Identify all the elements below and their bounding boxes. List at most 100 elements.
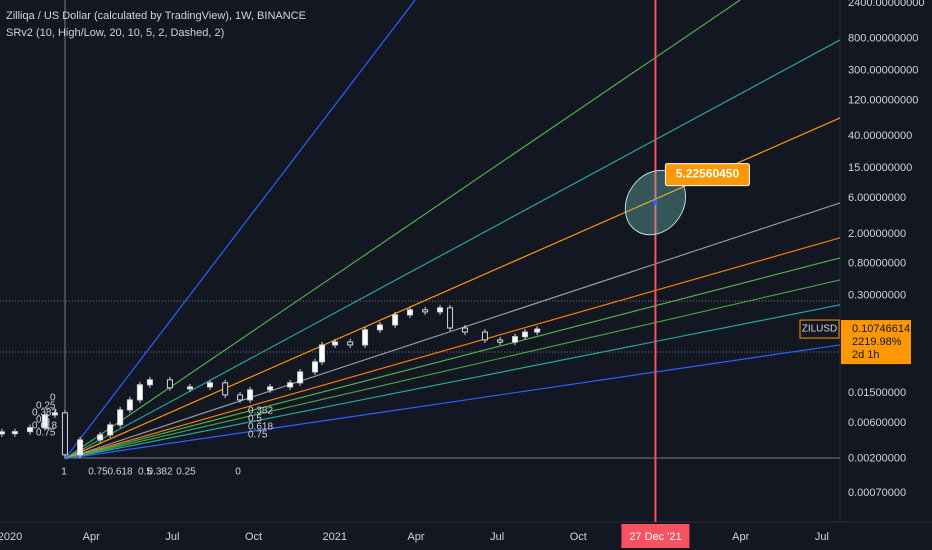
- candle-body: [522, 331, 528, 338]
- candle-body: [267, 386, 274, 391]
- candle-body: [41, 414, 48, 429]
- x-tick-label: Jul: [815, 531, 829, 543]
- fib-label: 0: [235, 467, 241, 478]
- candle-body: [347, 341, 354, 346]
- price-label: 0.10746614: [852, 323, 910, 335]
- candle-body: [461, 327, 468, 333]
- fan-ray: [64, 344, 841, 460]
- candle-body: [107, 424, 114, 436]
- candle-body: [319, 344, 326, 363]
- fib-label: 0.75: [36, 428, 56, 439]
- x-tick-label: Oct: [245, 531, 262, 543]
- candle-body: [0, 431, 5, 435]
- fib-label: 0.5: [138, 467, 152, 478]
- fib-label: 0.382: [32, 408, 57, 419]
- y-tick-label: 2.00000000: [848, 228, 906, 240]
- y-tick-label: 0.00200000: [848, 453, 906, 465]
- candle-body: [166, 379, 173, 389]
- fib-label: 0: [50, 393, 56, 404]
- target-box: [664, 163, 750, 187]
- candle-body: [61, 412, 68, 456]
- y-tick-label: 120.00000000: [848, 94, 918, 106]
- y-tick-label: 40.00000000: [848, 130, 912, 142]
- candle-body: [126, 399, 133, 411]
- fib-label: 0.25: [176, 467, 196, 478]
- fib-label: 0.75: [88, 467, 108, 478]
- candle-body: [406, 309, 413, 316]
- fan-ray: [64, 279, 841, 460]
- fan-ray: [64, 304, 841, 460]
- candle-body: [534, 328, 541, 333]
- change-label: 2219.98%: [852, 336, 902, 348]
- symbol-box: [799, 319, 840, 339]
- candle-body: [27, 427, 34, 433]
- candle-body: [186, 386, 193, 390]
- candle-body: [51, 412, 58, 416]
- x-tick-label: Jul: [165, 531, 179, 543]
- fan-ray: [64, 202, 841, 460]
- candle-body: [312, 361, 318, 373]
- x-tick-label: Apr: [732, 531, 749, 543]
- candle-body: [146, 379, 153, 386]
- candle-body: [11, 431, 18, 435]
- y-tick-label: 0.80000000: [848, 258, 906, 270]
- x-tick-label: Oct: [570, 531, 587, 543]
- fib-label: 0.618: [248, 422, 273, 433]
- fib-label: 0.5: [248, 414, 262, 425]
- candle-body: [222, 382, 229, 396]
- y-tick-label: 0.01500000: [848, 387, 906, 399]
- fan-ray: [64, 0, 741, 460]
- x-tick-label: Apr: [83, 531, 100, 543]
- y-tick-label: 0.00070000: [848, 487, 906, 499]
- y-tick-label: 800.00000000: [848, 33, 918, 45]
- countdown-label: 2d 1h: [852, 349, 880, 361]
- y-tick-label: 0.30000000: [848, 290, 906, 302]
- candle-body: [117, 409, 124, 426]
- candle-body: [332, 341, 339, 346]
- y-tick-label: 2400.00000000: [848, 0, 924, 9]
- fib-label: 0.5: [36, 415, 50, 426]
- y-tick-label: 0.00600000: [848, 417, 906, 429]
- target-label: 5.22560450: [676, 167, 740, 181]
- symbol-label: ZILUSD: [802, 324, 838, 335]
- fib-label: 0.618: [107, 467, 132, 478]
- candle-body: [237, 394, 244, 401]
- fib-label: 0.25: [36, 401, 56, 412]
- fan-ray: [64, 0, 416, 460]
- candle-body: [511, 336, 518, 343]
- date-marker-label: 27 Dec '21: [629, 531, 681, 543]
- candle-body: [437, 307, 444, 313]
- fib-label: 0.75: [248, 430, 268, 441]
- candle-body: [247, 389, 254, 401]
- fib-label: 0.382: [147, 467, 172, 478]
- price-box: [841, 320, 911, 365]
- fan-ray: [64, 39, 841, 460]
- x-tick-label: Apr: [407, 531, 424, 543]
- candle-body: [497, 339, 504, 343]
- y-tick-label: 6.00000000: [848, 192, 906, 204]
- date-marker-box: [621, 524, 690, 548]
- fan-ray: [64, 237, 841, 460]
- x-tick-label: Jul: [490, 531, 504, 543]
- candle-body: [392, 314, 399, 326]
- x-tick-label: 2020: [0, 531, 22, 543]
- candle-body: [447, 307, 454, 329]
- target-point: [652, 200, 658, 206]
- candle-body: [136, 384, 143, 401]
- candle-body: [207, 382, 213, 388]
- indicator-title: SRv2 (10, High/Low, 20, 10, 5, 2, Dashed…: [6, 27, 224, 39]
- candle-body: [376, 324, 383, 331]
- candle-body: [287, 382, 294, 388]
- x-tick-label: 2021: [323, 531, 347, 543]
- candle-body: [422, 309, 429, 313]
- candle-body: [77, 439, 84, 456]
- fib-label: 0.382: [248, 406, 273, 417]
- fib-label: 0.618: [32, 421, 57, 432]
- candle-body: [362, 329, 369, 346]
- chart-title: Zilliqa / US Dollar (calculated by Tradi…: [6, 10, 306, 22]
- candle-body: [481, 331, 488, 341]
- y-tick-label: 15.00000000: [848, 162, 912, 174]
- fib-label: 1: [61, 467, 67, 478]
- candle-body: [97, 434, 104, 441]
